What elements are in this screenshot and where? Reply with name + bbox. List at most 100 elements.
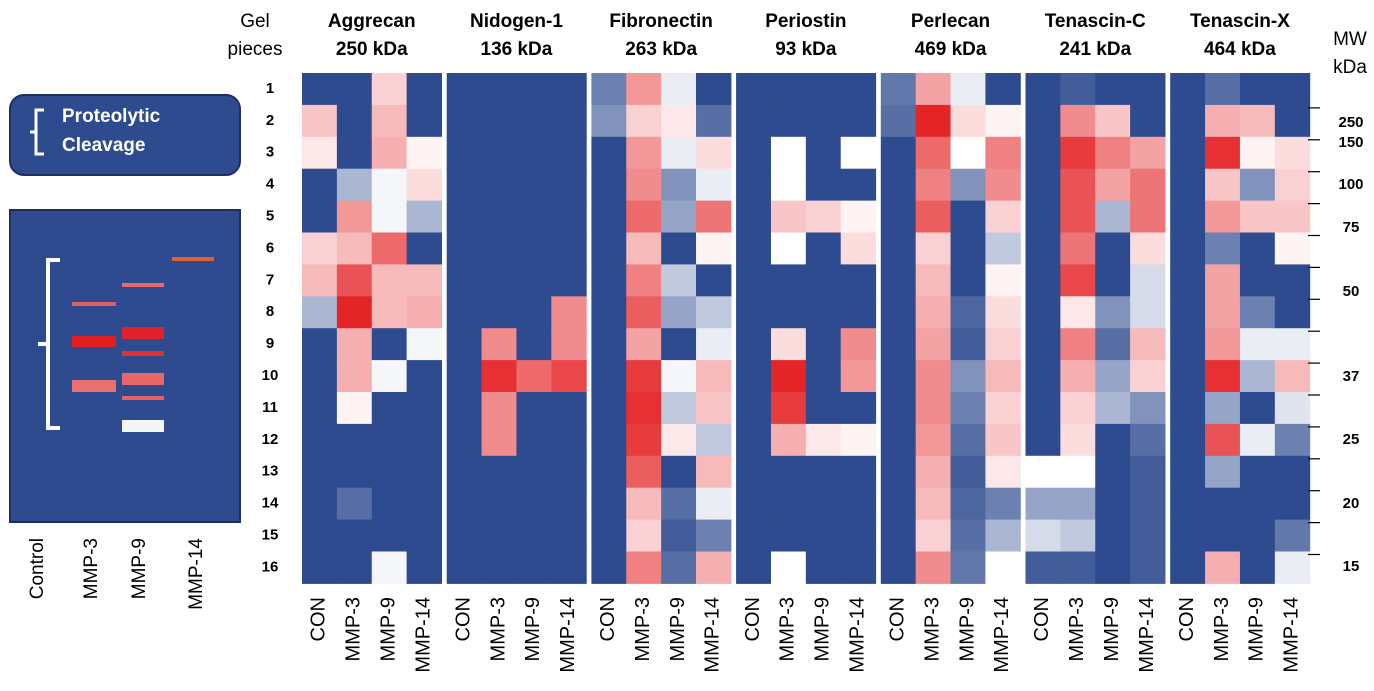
heat-cell: [1130, 328, 1165, 360]
condition-label: CON: [887, 597, 909, 641]
heat-cell: [661, 137, 696, 169]
panel-title: Periostin: [765, 11, 846, 32]
heat-cell: [661, 169, 696, 201]
heat-cell: [1205, 328, 1240, 360]
heat-cell: [1240, 328, 1275, 360]
heat-cell: [1095, 169, 1130, 201]
condition-label: MMP-3: [921, 597, 943, 661]
row-label: 5: [266, 208, 274, 225]
heat-cell: [1060, 169, 1095, 201]
condition-label: MMP-14: [846, 597, 868, 673]
heat-cell: [951, 328, 986, 360]
gel-band: [122, 396, 164, 400]
heat-cell: [771, 552, 806, 584]
heat-cell: [407, 169, 442, 201]
heat-cell: [1275, 264, 1310, 296]
heat-cell: [1170, 169, 1205, 201]
heat-cell: [482, 201, 517, 233]
heat-cell: [881, 328, 916, 360]
heat-cell: [841, 296, 876, 328]
heat-cell: [1060, 105, 1095, 137]
heat-cell: [482, 264, 517, 296]
heat-cell: [407, 488, 442, 520]
heat-cell: [551, 137, 586, 169]
heat-cell: [1240, 520, 1275, 552]
condition-label: CON: [1031, 597, 1053, 641]
heat-cell: [951, 552, 986, 584]
heat-cell: [591, 296, 626, 328]
heat-cell: [591, 392, 626, 424]
heat-cell: [1060, 392, 1095, 424]
legend-label: Proteolytic: [62, 106, 161, 127]
heat-cell: [1205, 201, 1240, 233]
heat-cell: [806, 520, 841, 552]
gel-schematic: [10, 210, 240, 522]
heat-cell: [1275, 520, 1310, 552]
heat-cell: [372, 520, 407, 552]
heat-cell: [591, 233, 626, 265]
heat-cell: [1170, 488, 1205, 520]
heat-cell: [951, 201, 986, 233]
heat-cell: [1275, 137, 1310, 169]
heat-cell: [736, 73, 771, 105]
heat-cell: [447, 360, 482, 392]
heat-cell: [626, 264, 661, 296]
heat-cell: [1170, 201, 1205, 233]
heat-cell: [591, 488, 626, 520]
condition-label: MMP-9: [377, 597, 399, 661]
heat-cell: [1095, 73, 1130, 105]
heat-cell: [591, 137, 626, 169]
heat-cell: [985, 264, 1020, 296]
heat-cell: [626, 552, 661, 584]
heat-cell: [1095, 552, 1130, 584]
heat-cell: [916, 296, 951, 328]
heat-cell: [1205, 456, 1240, 488]
heat-cell: [1170, 552, 1205, 584]
heat-cell: [337, 201, 372, 233]
heat-cell: [337, 424, 372, 456]
heat-cell: [916, 264, 951, 296]
heat-cell: [482, 328, 517, 360]
heat-cell: [1130, 392, 1165, 424]
condition-label: MMP-14: [557, 597, 579, 673]
heat-cell: [372, 137, 407, 169]
heat-cell: [841, 552, 876, 584]
heat-cell: [881, 73, 916, 105]
heat-cell: [626, 169, 661, 201]
heat-cell: [1130, 201, 1165, 233]
heat-cell: [881, 360, 916, 392]
heat-cell: [302, 264, 337, 296]
heat-cell: [302, 233, 337, 265]
heat-cell: [1095, 392, 1130, 424]
heat-cell: [1240, 264, 1275, 296]
heat-cell: [1240, 456, 1275, 488]
legend-label: Cleavage: [62, 135, 145, 156]
heat-cell: [551, 552, 586, 584]
heat-cell: [482, 424, 517, 456]
heat-cell: [841, 201, 876, 233]
heat-cell: [1095, 233, 1130, 265]
heat-cell: [1060, 456, 1095, 488]
heat-cell: [841, 137, 876, 169]
heat-cell: [591, 456, 626, 488]
heat-cell: [696, 264, 731, 296]
condition-label: MMP-3: [487, 597, 509, 661]
heat-cell: [1026, 105, 1061, 137]
heat-cell: [516, 456, 551, 488]
heat-cell: [302, 105, 337, 137]
heat-cell: [372, 201, 407, 233]
heat-cell: [591, 169, 626, 201]
heat-cell: [806, 201, 841, 233]
heat-cell: [1275, 424, 1310, 456]
heat-cell: [1095, 520, 1130, 552]
heat-cell: [372, 328, 407, 360]
heat-cell: [881, 456, 916, 488]
mw-title: kDa: [1333, 57, 1367, 78]
heat-cell: [447, 552, 482, 584]
condition-label: MMP-9: [667, 597, 689, 661]
gel-band: [122, 327, 164, 339]
heat-cell: [1275, 233, 1310, 265]
heat-cell: [516, 169, 551, 201]
heat-cell: [1170, 296, 1205, 328]
heat-cell: [1240, 169, 1275, 201]
